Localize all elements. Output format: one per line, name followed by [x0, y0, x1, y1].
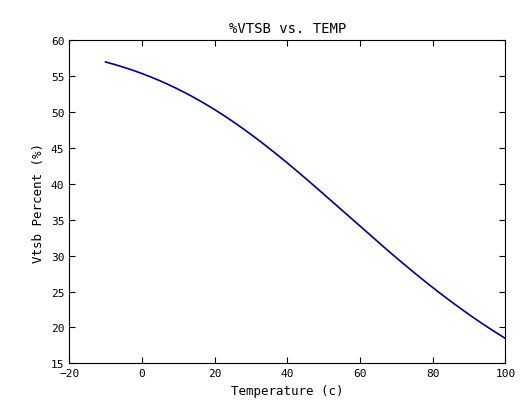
X-axis label: Temperature (c): Temperature (c)	[231, 384, 344, 397]
Y-axis label: Vtsb Percent (%): Vtsb Percent (%)	[32, 142, 45, 262]
Title: %VTSB vs. TEMP: %VTSB vs. TEMP	[229, 22, 346, 36]
